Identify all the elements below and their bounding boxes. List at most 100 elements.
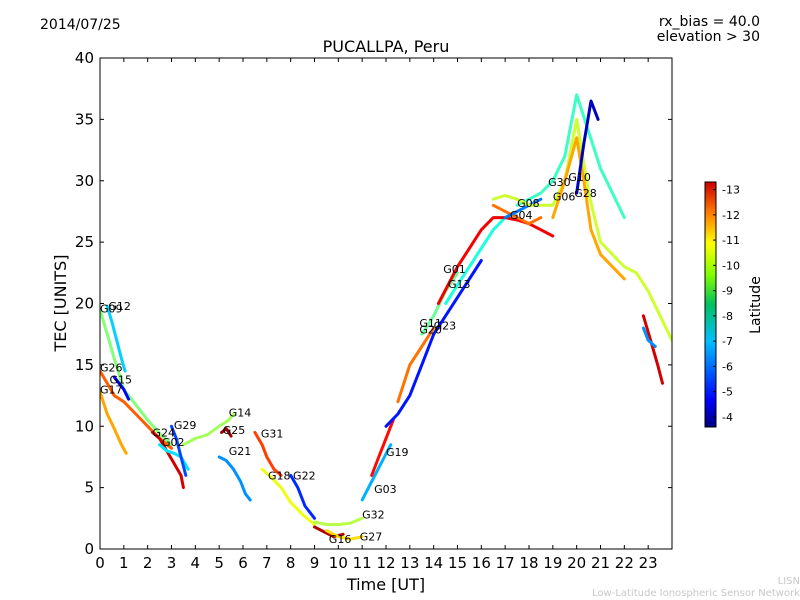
series-line-g32: [313, 516, 364, 526]
sat-label: G28: [574, 187, 597, 200]
sat-label: G10: [568, 171, 591, 184]
y-tick-label: 30: [75, 172, 94, 190]
sat-label: G17: [100, 383, 123, 396]
x-tick-label: 2: [143, 554, 153, 572]
x-tick-label: 22: [615, 554, 634, 572]
sat-label: G24: [152, 426, 175, 439]
x-tick-label: 0: [95, 554, 105, 572]
sat-label: G27: [360, 531, 383, 544]
series-line-g15: [112, 375, 131, 401]
x-tick-label: 16: [472, 554, 491, 572]
x-tick-label: 19: [543, 554, 562, 572]
credit-short: LISN: [777, 576, 800, 587]
series-line-g29: [170, 424, 188, 477]
x-tick-label: 1: [119, 554, 129, 572]
sat-label: G16: [329, 533, 352, 546]
sat-label: G26: [100, 361, 123, 374]
sat-label: G30: [548, 176, 571, 189]
credit-long: Low-Latitude Ionospheric Sensor Network: [592, 588, 800, 599]
colorbar-tick-label: -7: [722, 335, 733, 348]
elevation-label: elevation > 30: [656, 29, 760, 45]
rx-bias-label: rx_bias = 40.0: [658, 14, 760, 30]
series-line-g07: [641, 326, 657, 348]
x-tick-label: 8: [286, 554, 296, 572]
y-tick-label: 35: [75, 110, 94, 128]
x-tick-label: 12: [376, 554, 395, 572]
x-tick-label: 3: [167, 554, 177, 572]
series-line-g19: [370, 418, 395, 477]
series-line-g20: [396, 326, 436, 404]
series-line-g27: [324, 529, 364, 541]
y-axis-label: TEC [UNITS]: [51, 255, 70, 353]
colorbar-tick-label: -5: [722, 386, 733, 399]
series-line-g13: [444, 216, 507, 305]
sat-label: G14: [229, 407, 252, 420]
x-tick-label: 6: [238, 554, 248, 572]
series-line-g25: [220, 427, 233, 438]
series-line-g18: [260, 467, 316, 526]
x-tick-label: 4: [191, 554, 201, 572]
colorbar: [704, 181, 717, 428]
colorbar-tick-label: -12: [722, 209, 740, 222]
colorbar-tick-label: -6: [722, 360, 733, 373]
series-line-g28: [575, 99, 600, 195]
series-line-g14: [181, 412, 235, 447]
x-tick-label: 13: [400, 554, 419, 572]
sat-label: G32: [362, 509, 385, 522]
series-line-g24: [150, 430, 185, 490]
colorbar-ticks: -4 -5 -6 -7 -8 -9 -10 -11 -12 -13: [713, 184, 740, 424]
series-line-g12: [105, 304, 127, 373]
y-tick-label: 15: [75, 356, 94, 374]
series-line-g04: [491, 203, 543, 226]
x-tick-label: 17: [496, 554, 515, 572]
sat-label: G09: [100, 302, 123, 315]
series-line-g03: [360, 443, 393, 502]
x-tick-label: 9: [310, 554, 320, 572]
x-tick-label: 10: [329, 554, 348, 572]
y-tick-label: 0: [84, 540, 94, 558]
sat-label: G23: [434, 320, 457, 333]
sat-label: G22: [293, 469, 316, 482]
sat-label: G31: [261, 428, 284, 441]
x-tick-label: 18: [519, 554, 538, 572]
x-tick-label: 14: [424, 554, 443, 572]
x-tick-label: 23: [639, 554, 658, 572]
sat-label: G13: [448, 278, 471, 291]
y-tick-label: 20: [75, 295, 94, 313]
sat-label: G15: [110, 374, 133, 387]
series-line-g17: [100, 390, 128, 455]
colorbar-label: Latitude: [748, 276, 764, 334]
series-line-g08: [503, 197, 543, 220]
y-tick-label: 25: [75, 233, 94, 251]
y-tick-label: 5: [84, 479, 94, 497]
sat-label: G02: [162, 436, 185, 449]
sat-label: G08: [517, 197, 540, 210]
date-label: 2014/07/25: [40, 17, 121, 33]
sat-label: G18: [268, 469, 291, 482]
sat-label: G03: [374, 483, 397, 496]
series-line-g09: [100, 308, 173, 447]
series-line-g10: [551, 136, 626, 281]
colorbar-tick-label: -10: [722, 259, 740, 272]
series-line-g01: [436, 216, 555, 305]
sat-label: G01: [443, 263, 466, 276]
sat-label: G12: [108, 300, 131, 313]
sat-label: G04: [510, 209, 533, 222]
series-line-g05: [641, 314, 664, 385]
sat-label: G21: [229, 445, 252, 458]
colorbar-tick-label: -11: [722, 234, 740, 247]
sat-label: G19: [386, 446, 409, 459]
colorbar-tick-label: -9: [722, 285, 733, 298]
x-tick-label: 15: [448, 554, 467, 572]
series-layer: [100, 93, 672, 541]
sat-label: G11: [419, 317, 442, 330]
colorbar-tick-label: -13: [722, 184, 740, 197]
x-tick-label: 7: [262, 554, 272, 572]
colorbar-tick-label: -4: [722, 411, 733, 424]
series-line-g30: [515, 93, 626, 220]
x-tick-label: 11: [353, 554, 372, 572]
sat-label: G06: [553, 191, 576, 204]
x-tick-label: 20: [567, 554, 586, 572]
